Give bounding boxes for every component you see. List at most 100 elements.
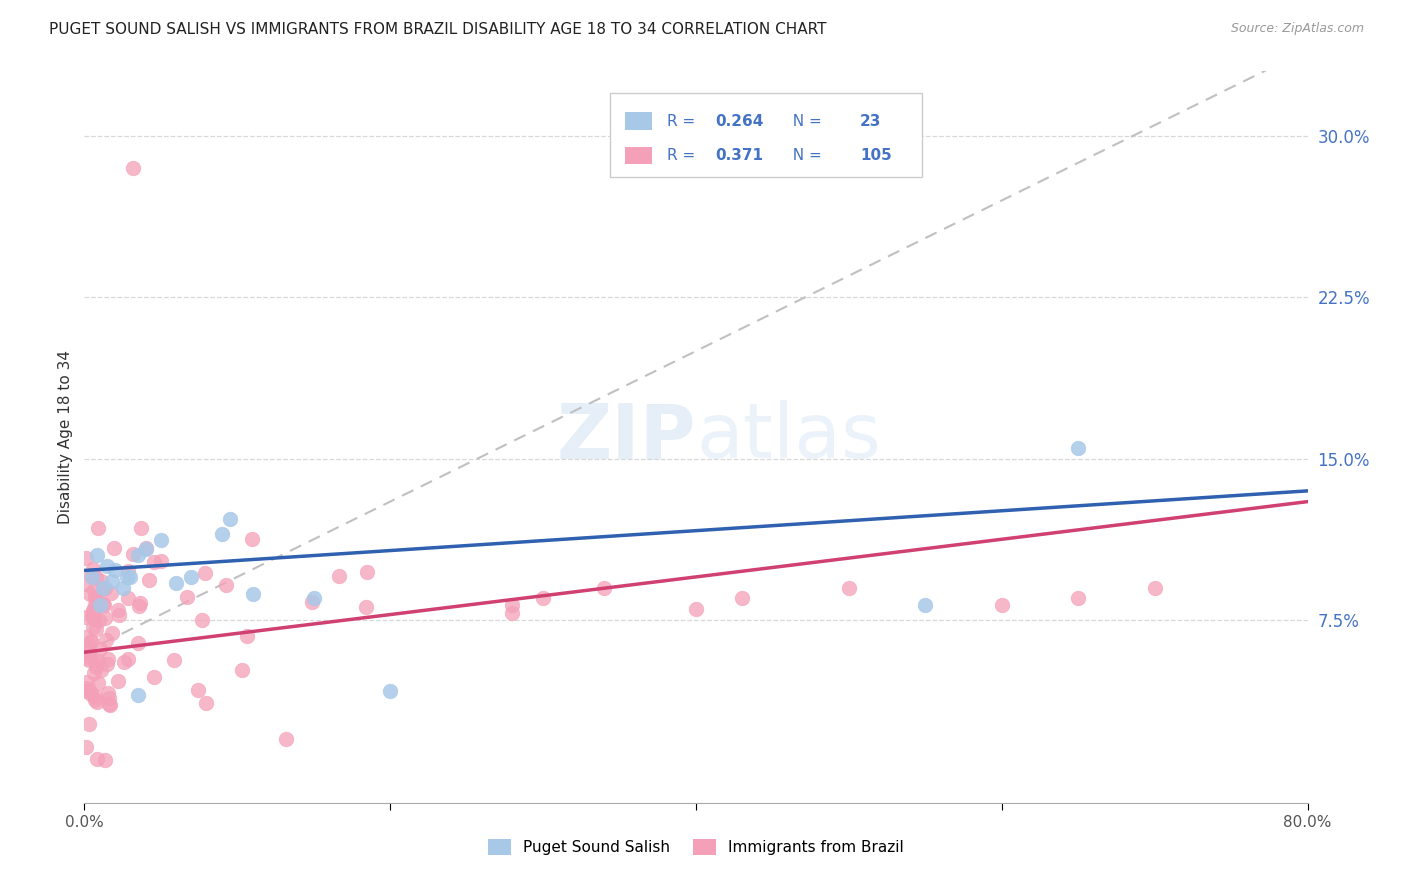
Point [96, 657, 118, 671]
Point [149, 533, 172, 548]
Point [731, 591, 754, 606]
Point [236, 629, 259, 643]
Point [838, 581, 860, 595]
Point [302, 591, 325, 606]
Text: Source: ZipAtlas.com: Source: ZipAtlas.com [1230, 22, 1364, 36]
Point [84, 659, 107, 673]
Text: R =: R = [666, 148, 700, 163]
Point [128, 596, 150, 610]
Point [84, 570, 107, 584]
Point [94, 611, 117, 625]
Point [82, 608, 104, 623]
Point [138, 573, 160, 587]
Point [83, 665, 105, 680]
Point [98, 698, 121, 713]
Point [502, 607, 524, 621]
Point [127, 549, 149, 563]
Point [111, 581, 134, 595]
Point [103, 541, 125, 556]
Point [96, 559, 118, 574]
Point [100, 586, 122, 600]
Point [107, 673, 129, 688]
Point [84, 622, 107, 636]
Point [211, 527, 233, 541]
Point [191, 613, 214, 627]
Point [84, 593, 107, 607]
Point [75, 740, 97, 755]
Point [150, 554, 173, 568]
Point [328, 568, 350, 582]
Y-axis label: Disability Age 18 to 34: Disability Age 18 to 34 [58, 350, 73, 524]
Point [75, 610, 97, 624]
Point [218, 512, 240, 526]
Point [135, 541, 157, 556]
Point [75, 550, 97, 565]
Point [82, 561, 104, 575]
Point [242, 587, 264, 601]
Bar [626, 146, 652, 164]
Point [90, 574, 112, 588]
Point [87, 676, 110, 690]
Legend: Puget Sound Salish, Immigrants from Brazil: Puget Sound Salish, Immigrants from Braz… [482, 833, 910, 861]
Point [76, 675, 98, 690]
Point [117, 564, 139, 578]
Point [117, 591, 139, 605]
Point [83, 612, 105, 626]
Point [108, 607, 131, 622]
Text: R =: R = [666, 113, 700, 128]
Point [83, 598, 105, 612]
Point [127, 636, 149, 650]
Point [165, 576, 187, 591]
Point [94, 753, 117, 767]
Point [86, 752, 108, 766]
Text: N =: N = [783, 148, 827, 163]
Point [131, 521, 153, 535]
Point [97, 686, 120, 700]
Point [101, 574, 124, 589]
Point [93, 598, 115, 612]
Point [87, 520, 110, 534]
Point [96, 633, 118, 648]
Point [77, 653, 100, 667]
Point [112, 655, 135, 669]
Point [380, 684, 402, 698]
Point [685, 602, 707, 616]
Point [128, 599, 150, 614]
Point [142, 556, 165, 570]
Point [531, 591, 554, 606]
Point [593, 581, 616, 595]
Point [82, 603, 104, 617]
Point [75, 630, 97, 644]
Point [89, 642, 111, 657]
Point [274, 732, 297, 747]
Point [215, 578, 238, 592]
Point [122, 161, 145, 176]
Point [79, 648, 101, 663]
Point [90, 664, 112, 678]
Point [82, 605, 104, 619]
Point [84, 693, 107, 707]
Point [356, 565, 378, 579]
Point [76, 651, 98, 665]
Point [84, 657, 107, 671]
Point [87, 654, 110, 668]
Point [91, 598, 114, 612]
Text: 105: 105 [860, 148, 891, 163]
Point [502, 598, 524, 612]
Point [240, 532, 263, 546]
Point [135, 541, 157, 556]
Point [77, 638, 100, 652]
Point [104, 564, 127, 578]
Text: N =: N = [783, 113, 827, 128]
Text: 0.371: 0.371 [716, 148, 763, 163]
Text: PUGET SOUND SALISH VS IMMIGRANTS FROM BRAZIL DISABILITY AGE 18 TO 34 CORRELATION: PUGET SOUND SALISH VS IMMIGRANTS FROM BR… [49, 22, 827, 37]
Point [127, 688, 149, 702]
Point [914, 598, 936, 612]
Bar [626, 112, 652, 130]
Point [87, 613, 110, 627]
Point [187, 683, 209, 698]
Point [79, 567, 101, 582]
Point [107, 603, 129, 617]
Point [80, 635, 103, 649]
Point [195, 696, 218, 710]
